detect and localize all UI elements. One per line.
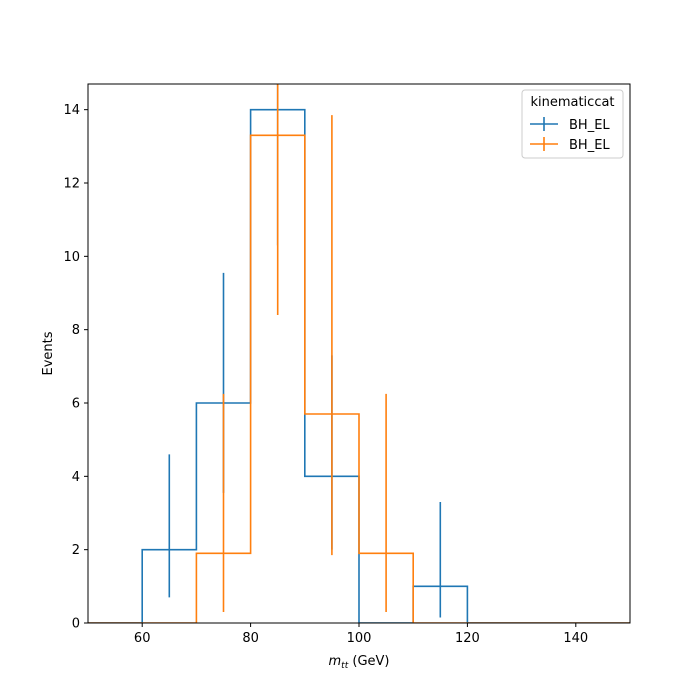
y-tick-label: 6 xyxy=(72,397,80,412)
x-tick-label: 60 xyxy=(134,631,151,646)
y-tick-label: 10 xyxy=(63,250,80,265)
legend-entry-1: BH_EL xyxy=(530,117,610,133)
legend-entry-2: BH_EL xyxy=(530,137,610,153)
x-axis-label-unit: (GeV) xyxy=(348,654,389,669)
y-tick-label: 14 xyxy=(63,103,80,118)
legend-box xyxy=(521,89,624,159)
y-tick-label: 4 xyxy=(72,470,80,485)
legend: kinematiccat BH_EL BH_EL xyxy=(521,89,624,159)
series-2 xyxy=(88,84,630,623)
y-axis-label: Events xyxy=(41,331,56,375)
y-axis-ticks: 0 2 4 6 8 10 12 14 xyxy=(63,103,88,632)
series-layer xyxy=(88,84,630,623)
y-tick-label: 12 xyxy=(63,177,80,192)
x-axis-label: mtt (GeV) xyxy=(329,654,390,671)
x-tick-label: 80 xyxy=(242,631,259,646)
y-tick-label: 8 xyxy=(72,323,80,338)
x-tick-label: 120 xyxy=(455,631,480,646)
legend-entry-label: BH_EL xyxy=(569,118,610,133)
x-axis-label-subscript: tt xyxy=(341,661,349,671)
legend-entries: BH_EL BH_EL xyxy=(530,117,610,153)
x-axis-ticks: 60 80 100 120 140 xyxy=(134,623,588,646)
x-axis-label-main: m xyxy=(329,654,342,669)
y-tick-label: 2 xyxy=(72,543,80,558)
legend-entry-label: BH_EL xyxy=(569,138,610,153)
y-tick-label: 0 xyxy=(72,617,80,632)
legend-title: kinematiccat xyxy=(530,95,614,110)
x-tick-label: 100 xyxy=(347,631,372,646)
x-tick-label: 140 xyxy=(563,631,588,646)
